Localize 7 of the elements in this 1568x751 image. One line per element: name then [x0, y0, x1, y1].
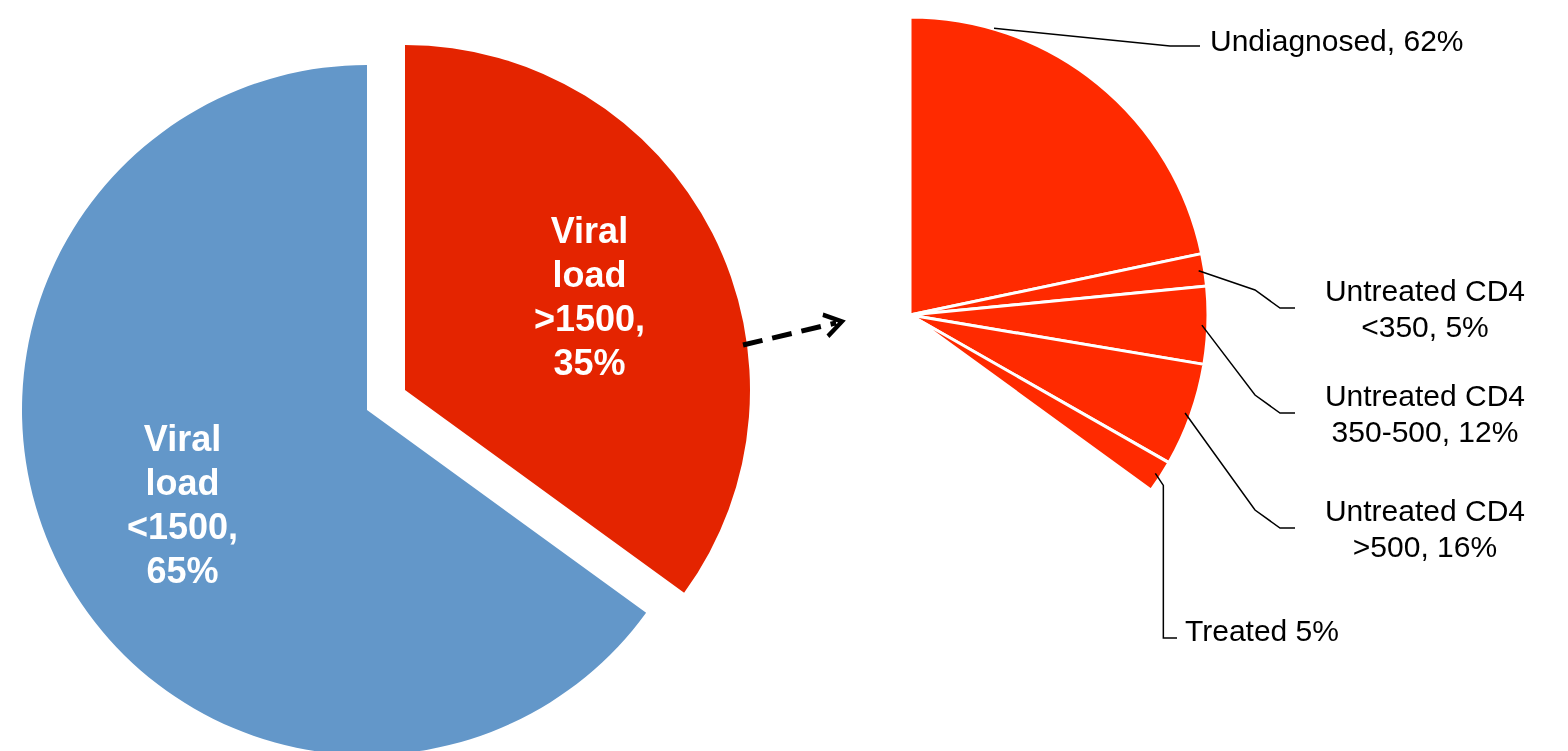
slice-label: Viral load <1500, 65%	[127, 417, 239, 591]
slice-label: Untreated CD4 350-500, 12%	[1324, 378, 1526, 448]
slice-label: Untreated CD4 <350, 5%	[1324, 273, 1526, 343]
slice-label: Viral load >1500, 35%	[533, 209, 645, 383]
slice-label: Undiagnosed, 62%	[1210, 23, 1464, 57]
slice-label: Untreated CD4 >500, 16%	[1324, 493, 1526, 563]
slice-label: Treated 5%	[1185, 613, 1339, 647]
